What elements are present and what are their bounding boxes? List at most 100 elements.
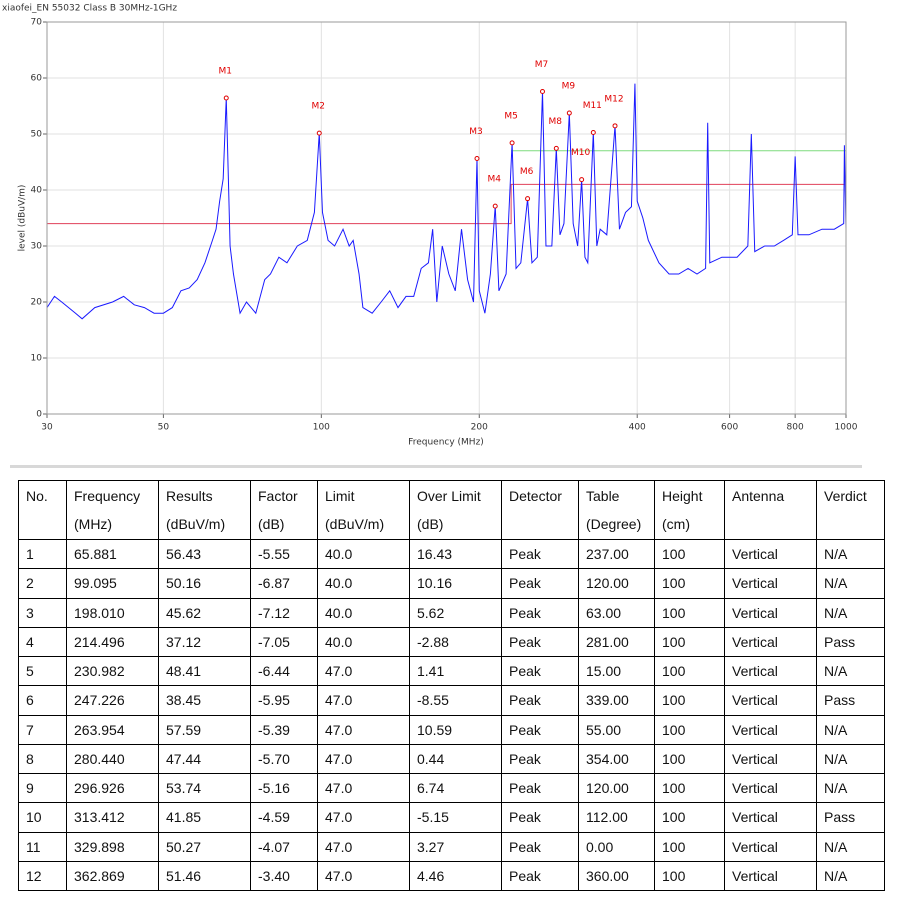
cell: 6.74 <box>409 772 502 804</box>
header-text: (cm) <box>662 516 690 532</box>
y-tick-label: 70 <box>31 18 43 28</box>
cell: N/A <box>816 568 885 599</box>
cell: -3.40 <box>250 860 318 892</box>
cell: 48.41 <box>158 655 251 687</box>
header-text: Height <box>662 488 703 504</box>
cell: 100 <box>654 831 725 862</box>
marker <box>612 123 618 129</box>
cell: -7.12 <box>250 597 318 628</box>
header-cell: Limit (dBuV/m) <box>317 480 410 540</box>
marker-label: M10 <box>571 148 590 158</box>
cell: 100 <box>654 568 725 599</box>
cell: 100 <box>654 538 725 570</box>
cell: 40.0 <box>317 568 410 599</box>
y-axis-label: level (dBuV/m) <box>18 185 28 252</box>
marker-label: M9 <box>562 82 576 92</box>
x-tick-label: 1000 <box>835 423 858 433</box>
cell: 2 <box>18 568 67 599</box>
cell: 5 <box>18 655 67 687</box>
cell: Peak <box>501 772 579 804</box>
cell: 47.44 <box>158 743 251 775</box>
header-cell: Height (cm) <box>654 480 725 540</box>
cell: -6.44 <box>250 655 318 687</box>
header-text: (MHz) <box>74 516 113 532</box>
data-row: 7 263.954 57.59 -5.39 47.0 10.59 Peak 55.00 100 V… <box>18 714 885 745</box>
cell: N/A <box>816 772 885 804</box>
cell: Peak <box>501 714 579 745</box>
cell: 53.74 <box>158 772 251 804</box>
cell: Peak <box>501 743 579 775</box>
cell: 55.00 <box>578 714 655 745</box>
cell: 247.226 <box>66 685 159 716</box>
cell: 99.095 <box>66 568 159 599</box>
cell: 4.46 <box>409 860 502 892</box>
y-tick-label: 30 <box>31 242 43 252</box>
cell: -8.55 <box>409 685 502 716</box>
y-tick-label: 10 <box>31 354 43 364</box>
header-text: Frequency <box>74 488 141 504</box>
plot-area <box>47 22 846 414</box>
cell: -5.95 <box>250 685 318 716</box>
cell: N/A <box>816 714 885 745</box>
cell: -4.07 <box>250 831 318 862</box>
cell: 10.16 <box>409 568 502 599</box>
cell: 12 <box>18 860 67 892</box>
header-text: Detector <box>509 488 562 504</box>
cell: N/A <box>816 831 885 862</box>
cell: 100 <box>654 655 725 687</box>
cell: Vertical <box>724 568 817 599</box>
cell: 1 <box>18 538 67 570</box>
header-cell: Over Limit (dB) <box>409 480 502 540</box>
header-cell: No. <box>18 480 67 540</box>
cell: -4.59 <box>250 802 318 833</box>
cell: Vertical <box>724 626 817 658</box>
cell: 38.45 <box>158 685 251 716</box>
cell: 47.0 <box>317 655 410 687</box>
cell: 3 <box>18 597 67 628</box>
data-row: 5 230.982 48.41 -6.44 47.0 1.41 Peak 15.00 100 Ve… <box>18 655 885 687</box>
cell: 1.41 <box>409 655 502 687</box>
cell: Vertical <box>724 655 817 687</box>
cell: 0.00 <box>578 831 655 862</box>
cell: -2.88 <box>409 626 502 658</box>
data-row: 2 99.095 50.16 -6.87 40.0 10.16 Peak 120.00 100 V… <box>18 568 885 599</box>
x-tick-label: 800 <box>787 423 804 433</box>
y-tick-label: 40 <box>31 186 43 196</box>
data-row: 11 329.898 50.27 -4.07 47.0 3.27 Peak 0.00 100 Ve… <box>18 831 885 862</box>
cell: 10 <box>18 802 67 833</box>
results-table: No. Frequency (MHz) Results (dBuV/m) Factor (d… <box>18 480 885 892</box>
cell: 9 <box>18 772 67 804</box>
data-row: 8 280.440 47.44 -5.70 47.0 0.44 Peak 354.00 100 V… <box>18 743 885 775</box>
data-row: 4 214.496 37.12 -7.05 40.0 -2.88 Peak 281.00 100… <box>18 626 885 658</box>
cell: 47.0 <box>317 772 410 804</box>
cell: 100 <box>654 802 725 833</box>
header-text: Over Limit <box>417 488 481 504</box>
cell: 120.00 <box>578 772 655 804</box>
cell: 57.59 <box>158 714 251 745</box>
cell: Pass <box>816 685 885 716</box>
cell: Peak <box>501 597 579 628</box>
cell: 47.0 <box>317 831 410 862</box>
cell: Peak <box>501 626 579 658</box>
cell: 198.010 <box>66 597 159 628</box>
cell: 280.440 <box>66 743 159 775</box>
cell: 120.00 <box>578 568 655 599</box>
marker <box>492 203 498 209</box>
cell: 50.27 <box>158 831 251 862</box>
cell: Vertical <box>724 714 817 745</box>
chart-title: xiaofei_EN 55032 Class B 30MHz-1GHz <box>2 4 177 14</box>
header-cell: Factor (dB) <box>250 480 318 540</box>
header-cell: Verdict <box>816 480 885 540</box>
cell: Vertical <box>724 685 817 716</box>
cell: -5.70 <box>250 743 318 775</box>
x-tick-label: 100 <box>313 423 330 433</box>
cell: Vertical <box>724 538 817 570</box>
cell: 7 <box>18 714 67 745</box>
cell: N/A <box>816 538 885 570</box>
header-text: Factor <box>258 488 298 504</box>
cell: Vertical <box>724 597 817 628</box>
cell: Peak <box>501 802 579 833</box>
y-tick-label: 20 <box>31 298 43 308</box>
cell: 6 <box>18 685 67 716</box>
